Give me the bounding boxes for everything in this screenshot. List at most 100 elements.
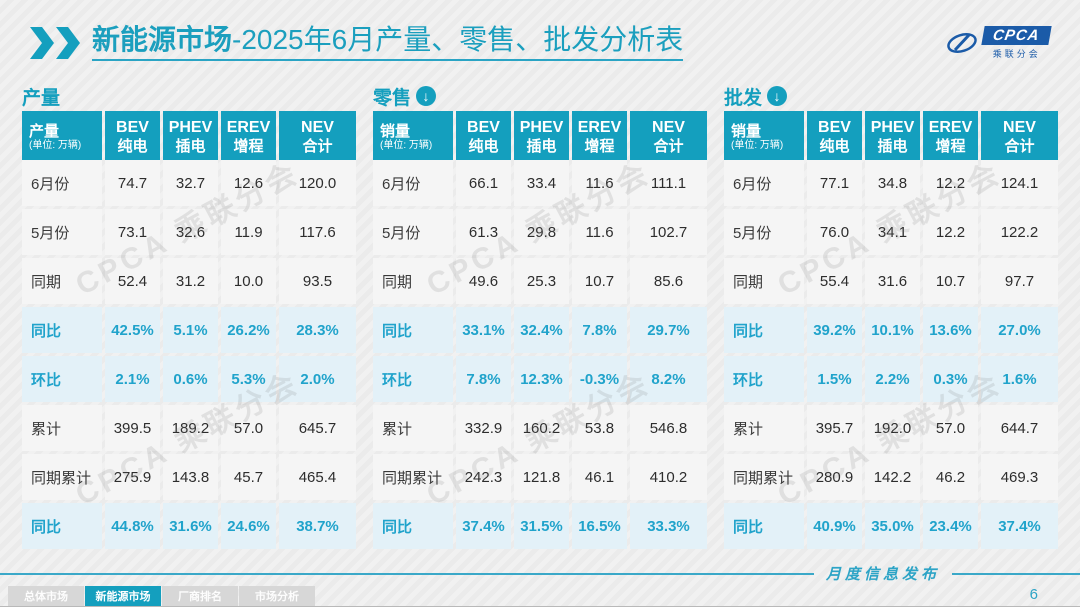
column-header-cell: NEV 合计 (630, 111, 707, 163)
table-cell: 49.6 (456, 258, 511, 304)
table-cell: 121.8 (514, 454, 569, 500)
table-cell: 66.1 (456, 160, 511, 206)
row-label: 5月份 (724, 209, 804, 255)
table-cell: 192.0 (865, 405, 920, 451)
rule-left (0, 572, 814, 575)
table-cell: 74.7 (105, 160, 160, 206)
table-cell: 2.1% (105, 356, 160, 402)
table-cell: 111.1 (630, 160, 707, 206)
column-header-zh: 纯电 (117, 137, 148, 155)
table-cell: 85.6 (630, 258, 707, 304)
column-header-en: PHEV (870, 119, 915, 137)
table-cell: 142.2 (865, 454, 920, 500)
table-cell: 24.6% (221, 503, 276, 549)
table-cell: 38.7% (279, 503, 356, 549)
retail-table-block: 零售 ↓ 销量 (单位: 万辆) BEV 纯电 PHEV 插电 EREV 增程 NEV 合计 6月份… (373, 84, 707, 549)
page-title: 新能源市场-2025年6月产量、零售、批发分析表 (92, 24, 684, 62)
column-header-zh: 合计 (302, 137, 333, 155)
retail-table: 销量 (单位: 万辆) BEV 纯电 PHEV 插电 EREV 增程 NEV 合计 6月份 66.1 3… (373, 111, 707, 549)
logo-text-block: CPCA 乘联分会 (981, 26, 1052, 60)
table-cell: 31.6 (865, 258, 920, 304)
column-header-zh: 插电 (175, 137, 206, 155)
row-label: 环比 (22, 356, 102, 402)
column-header-cell: BEV 纯电 (456, 111, 511, 163)
tab-total-market[interactable]: 总体市场 (8, 586, 84, 606)
row-label: 同比 (22, 307, 102, 353)
section-label-text: 批发 (724, 87, 763, 109)
table-cell: 32.6 (163, 209, 218, 255)
unit-sublabel: (单位: 万辆) (29, 139, 82, 151)
row-label: 6月份 (22, 160, 102, 206)
table-cell: 34.8 (865, 160, 920, 206)
table-cell: 28.3% (279, 307, 356, 353)
table-cell: 37.4% (981, 503, 1058, 549)
table-cell: 29.8 (514, 209, 569, 255)
table-cell: 33.1% (456, 307, 511, 353)
circle-down-arrow-icon: ↓ (416, 86, 437, 106)
table-cell: 120.0 (279, 160, 356, 206)
table-cell: 61.3 (456, 209, 511, 255)
tab-market-analysis[interactable]: 市场分析 (239, 586, 315, 606)
table-cell: 395.7 (807, 405, 862, 451)
column-header-en: BEV (818, 119, 851, 137)
table-cell: 31.6% (163, 503, 218, 549)
logo-swoosh-icon (947, 32, 978, 54)
unit-label: 产量 (29, 122, 60, 140)
page-title-bold: 新能源市场 (92, 24, 233, 55)
unit-header-cell: 销量 (单位: 万辆) (724, 111, 804, 163)
column-header-cell: BEV 纯电 (105, 111, 160, 163)
column-header-en: NEV (1003, 119, 1036, 137)
unit-sublabel: (单位: 万辆) (731, 139, 784, 151)
table-cell: 39.2% (807, 307, 862, 353)
column-header-cell: EREV 增程 (572, 111, 627, 163)
page-number: 6 (1029, 586, 1038, 603)
column-header-en: NEV (301, 119, 334, 137)
table-cell: 0.6% (163, 356, 218, 402)
table-cell: 57.0 (923, 405, 978, 451)
table-cell: 12.2 (923, 209, 978, 255)
table-cell: 5.3% (221, 356, 276, 402)
column-header-cell: NEV 合计 (981, 111, 1058, 163)
table-cell: 25.3 (514, 258, 569, 304)
table-cell: 10.7 (923, 258, 978, 304)
column-header-zh: 插电 (877, 137, 908, 155)
table-cell: 26.2% (221, 307, 276, 353)
column-header-zh: 插电 (526, 137, 557, 155)
table-cell: 23.4% (923, 503, 978, 549)
production-table: 产量 (单位: 万辆) BEV 纯电 PHEV 插电 EREV 增程 NEV 合计 6月份 74.7 3… (22, 111, 356, 549)
column-header-en: EREV (226, 119, 271, 137)
cpca-logo: CPCA 乘联分会 (945, 26, 1052, 60)
table-cell: 280.9 (807, 454, 862, 500)
table-cell: 644.7 (981, 405, 1058, 451)
table-cell: 35.0% (865, 503, 920, 549)
table-cell: 10.1% (865, 307, 920, 353)
row-label: 同比 (724, 307, 804, 353)
section-label-wholesale: 批发 ↓ (724, 84, 1058, 109)
tab-oem-ranking[interactable]: 厂商排名 (162, 586, 238, 606)
row-label: 累计 (724, 405, 804, 451)
table-cell: 33.4 (514, 160, 569, 206)
column-header-en: PHEV (519, 119, 564, 137)
column-header-zh: 合计 (653, 137, 684, 155)
table-cell: -0.3% (572, 356, 627, 402)
table-cell: 42.5% (105, 307, 160, 353)
header: 新能源市场-2025年6月产量、零售、批发分析表 CPCA 乘联分会 (30, 24, 1052, 62)
row-label: 累计 (22, 405, 102, 451)
row-label: 5月份 (373, 209, 453, 255)
unit-header-cell: 销量 (单位: 万辆) (373, 111, 453, 163)
column-header-cell: PHEV 插电 (514, 111, 569, 163)
logo-subtext: 乘联分会 (992, 49, 1041, 59)
row-label: 6月份 (373, 160, 453, 206)
table-cell: 57.0 (221, 405, 276, 451)
table-cell: 465.4 (279, 454, 356, 500)
tab-nev-market[interactable]: 新能源市场 (85, 586, 161, 606)
unit-label: 销量 (731, 122, 762, 140)
double-chevron-icon (30, 27, 82, 59)
table-cell: 1.6% (981, 356, 1058, 402)
table-cell: 31.5% (514, 503, 569, 549)
column-header-zh: 合计 (1004, 137, 1035, 155)
table-cell: 143.8 (163, 454, 218, 500)
column-header-en: EREV (928, 119, 973, 137)
chevron-icon (30, 27, 54, 59)
table-cell: 2.2% (865, 356, 920, 402)
